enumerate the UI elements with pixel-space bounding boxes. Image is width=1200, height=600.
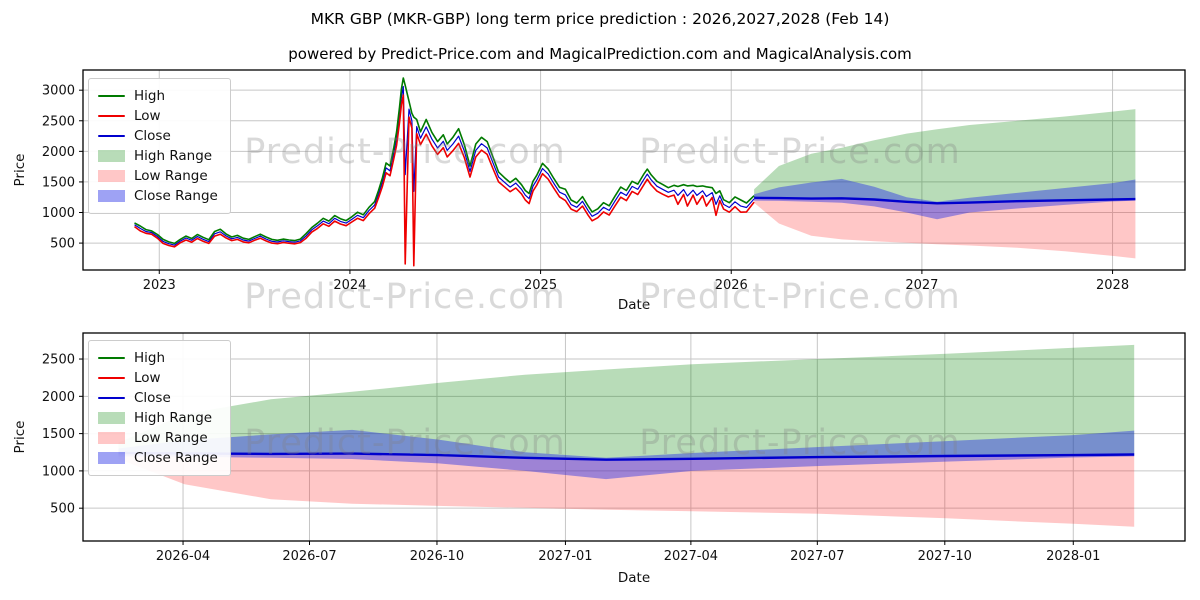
legend-item-low: Low	[98, 106, 218, 126]
legend-item-high: High	[98, 86, 218, 106]
bottom-chart-legend: High Low Close High Range Low Range Close Ran…	[88, 340, 231, 476]
legend-label: Close Range	[134, 450, 218, 466]
top-plot-border	[82, 69, 1186, 271]
svg-text:2027-07: 2027-07	[790, 549, 844, 564]
legend-label: Close	[134, 390, 171, 406]
svg-text:2027-04: 2027-04	[664, 549, 718, 564]
bottom-low-range-fill	[118, 453, 1135, 527]
bottom-yaxis-label: Price	[12, 421, 28, 454]
legend-label: Low	[134, 370, 161, 386]
legend-item-close: Close	[98, 126, 218, 146]
svg-text:2027: 2027	[905, 278, 938, 293]
svg-text:2028: 2028	[1096, 278, 1129, 293]
legend-item-low-range: Low Range	[98, 428, 218, 448]
top-close-range-fill	[754, 178, 1136, 220]
page-title: MKR GBP (MKR-GBP) long term price predic…	[310, 10, 890, 28]
svg-text:500: 500	[50, 237, 75, 252]
top-tick-labels: 500 1000 1500 2000 2500 3000 2023 2024 2025 2026 2…	[42, 84, 1129, 293]
bottom-high-range-fill	[118, 344, 1135, 460]
top-high-range-fill	[754, 109, 1136, 204]
legend-label: High	[134, 88, 166, 104]
svg-text:2026-07: 2026-07	[282, 549, 336, 564]
svg-text:2026-04: 2026-04	[156, 549, 210, 564]
svg-text:2024: 2024	[333, 278, 366, 293]
bottom-grid	[83, 333, 1185, 541]
legend-patch-swatch	[98, 190, 125, 202]
chart-subtitle: powered by Predict-Price.com and Magical…	[288, 45, 912, 63]
svg-text:2500: 2500	[42, 114, 75, 129]
bottom-plot-border	[82, 332, 1186, 542]
bottom-tick-labels: 500 1000 1500 2000 2500 2026-04 2026-07 2026-10…	[42, 353, 1101, 564]
legend-patch-swatch	[98, 432, 125, 444]
svg-text:2026: 2026	[715, 278, 748, 293]
legend-item-close: Close	[98, 388, 218, 408]
legend-item-close-range: Close Range	[98, 186, 218, 206]
svg-text:2500: 2500	[42, 353, 75, 368]
legend-line-swatch	[98, 114, 125, 118]
legend-line-swatch	[98, 134, 125, 138]
svg-text:2000: 2000	[42, 390, 75, 405]
bottom-xaxis-label: Date	[618, 570, 650, 586]
bottom-chart: 500 1000 1500 2000 2500 2026-04 2026-07 2026-10…	[12, 332, 1186, 586]
svg-text:1500: 1500	[42, 427, 75, 442]
top-close-line-hist	[134, 85, 755, 246]
top-high-line	[134, 77, 755, 245]
legend-label: Low Range	[134, 430, 208, 446]
svg-text:500: 500	[50, 502, 75, 517]
legend-line-swatch	[98, 356, 125, 360]
legend-label: Low Range	[134, 168, 208, 184]
legend-label: Close	[134, 128, 171, 144]
top-low-range-fill	[754, 197, 1136, 259]
top-chart-legend: High Low Close High Range Low Range Close Ran…	[88, 78, 231, 214]
top-yaxis-label: Price	[12, 154, 28, 187]
legend-label: High Range	[134, 410, 213, 426]
legend-patch-swatch	[98, 150, 125, 162]
svg-text:1000: 1000	[42, 464, 75, 479]
legend-item-close-range: Close Range	[98, 448, 218, 468]
bottom-close-line-forecast	[118, 451, 1135, 461]
svg-text:2027-01: 2027-01	[538, 549, 592, 564]
svg-text:2026-10: 2026-10	[410, 549, 464, 564]
legend-label: High	[134, 350, 166, 366]
svg-text:1500: 1500	[42, 175, 75, 190]
legend-item-high-range: High Range	[98, 408, 218, 428]
legend-item-high: High	[98, 348, 218, 368]
svg-text:3000: 3000	[42, 84, 75, 99]
legend-patch-swatch	[98, 170, 125, 182]
legend-label: Low	[134, 108, 161, 124]
svg-text:2023: 2023	[143, 278, 176, 293]
svg-text:2028-01: 2028-01	[1046, 549, 1100, 564]
top-chart: 500 1000 1500 2000 2500 3000 2023 2024 2025 2026 2…	[12, 69, 1186, 313]
legend-patch-swatch	[98, 412, 125, 424]
top-close-line-forecast	[754, 196, 1136, 205]
legend-label: Close Range	[134, 188, 218, 204]
svg-text:2025: 2025	[524, 278, 557, 293]
svg-text:1000: 1000	[42, 206, 75, 221]
legend-item-low-range: Low Range	[98, 166, 218, 186]
legend-patch-swatch	[98, 452, 125, 464]
legend-line-swatch	[98, 94, 125, 98]
legend-line-swatch	[98, 396, 125, 400]
top-low-line	[134, 94, 755, 267]
svg-text:2027-10: 2027-10	[918, 549, 972, 564]
bottom-close-range-fill	[118, 429, 1135, 480]
top-xaxis-label: Date	[618, 297, 650, 313]
legend-label: High Range	[134, 148, 213, 164]
svg-text:2000: 2000	[42, 145, 75, 160]
legend-item-high-range: High Range	[98, 146, 218, 166]
top-grid	[83, 70, 1185, 270]
legend-line-swatch	[98, 376, 125, 380]
legend-item-low: Low	[98, 368, 218, 388]
